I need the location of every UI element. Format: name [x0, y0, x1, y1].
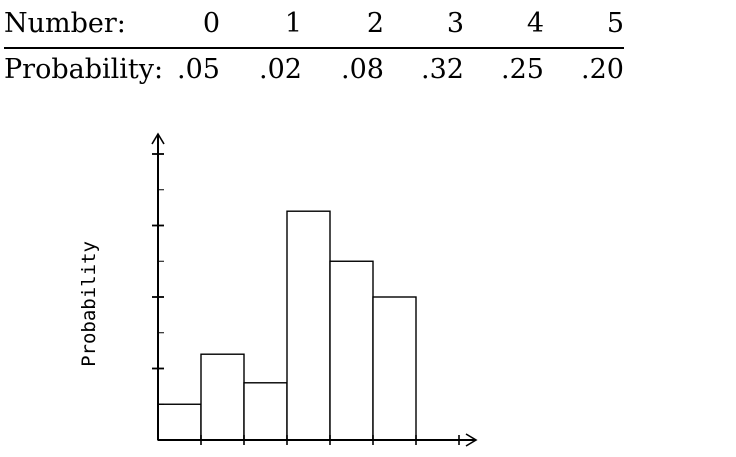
bar-1 [200, 353, 245, 441]
bar-3 [286, 210, 331, 441]
probability-cell-5: .20 [581, 54, 624, 85]
table-divider [4, 47, 624, 49]
probability-cell-4: .25 [501, 54, 544, 85]
probability-cell-3: .32 [421, 54, 464, 85]
bar-5 [372, 296, 417, 441]
number-cell-4: 4 [526, 8, 544, 39]
number-cell-2: 2 [366, 8, 384, 39]
number-row: Number: 0 1 2 3 4 5 [4, 4, 624, 44]
number-row-label: Number: [4, 8, 126, 39]
number-cell-5: 5 [606, 8, 624, 39]
number-cell-0: 0 [202, 8, 220, 39]
y-axis-arrow [151, 132, 165, 145]
probability-row: Probability: .05 .02 .08 .32 .25 .20 [4, 50, 624, 90]
axes [151, 132, 478, 447]
y-axis-label: Probability [78, 241, 100, 367]
probability-cell-2: .08 [341, 54, 384, 85]
bar-2 [243, 382, 288, 441]
number-cell-3: 3 [446, 8, 464, 39]
bar-0 [157, 403, 202, 441]
probability-row-label: Probability: [4, 54, 164, 85]
number-cell-1: 1 [284, 8, 302, 39]
probability-cell-1: .02 [259, 54, 302, 85]
bar-4 [329, 260, 374, 441]
probability-histogram: Probability [78, 132, 478, 447]
x-axis-arrow [465, 433, 478, 447]
bars [157, 210, 417, 441]
probability-cell-0: .05 [177, 54, 220, 85]
probability-table: Number: 0 1 2 3 4 5 Probability: .05 .02… [4, 4, 624, 88]
